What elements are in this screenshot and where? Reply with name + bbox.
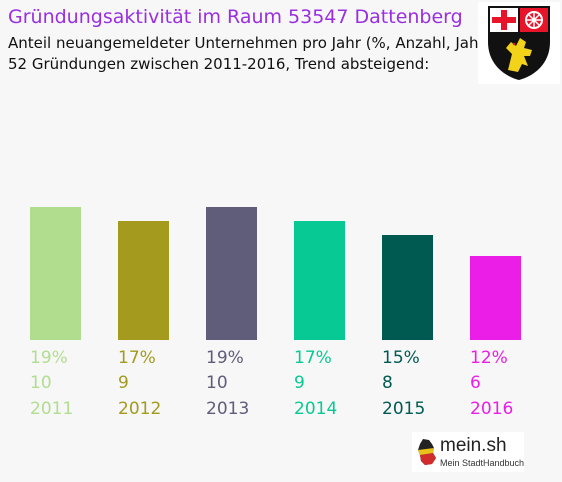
chart-subtitle-line-1: Anteil neuangemeldeter Unternehmen pro J… [8, 34, 491, 52]
percent-label-2016: 12% [470, 348, 508, 368]
germany-map-icon [418, 439, 436, 465]
year-label-2011: 2011 [30, 399, 73, 419]
year-label-2012: 2012 [118, 399, 161, 419]
chart-subtitle-line-2: 52 Gründungen zwischen 2011-2016, Trend … [8, 55, 430, 73]
bar-2013 [206, 207, 257, 340]
bar-2016 [470, 256, 521, 340]
bar-2015 [382, 235, 433, 340]
year-label-2014: 2014 [294, 399, 337, 419]
percent-label-2011: 19% [30, 348, 68, 368]
count-label-2016: 6 [470, 373, 481, 393]
count-label-2011: 10 [30, 373, 52, 393]
logo-name: mein.sh [440, 435, 507, 456]
percent-label-2012: 17% [118, 348, 156, 368]
chart-title: Gründungsaktivität im Raum 53547 Dattenb… [8, 6, 463, 28]
year-label-2016: 2016 [470, 399, 513, 419]
count-label-2012: 9 [118, 373, 129, 393]
bar-2014 [294, 221, 345, 340]
bar-2011 [30, 207, 81, 340]
percent-label-2013: 19% [206, 348, 244, 368]
percent-label-2014: 17% [294, 348, 332, 368]
count-label-2015: 8 [382, 373, 393, 393]
count-label-2013: 10 [206, 373, 228, 393]
coat-of-arms-icon [478, 2, 560, 84]
percent-label-2015: 15% [382, 348, 420, 368]
brand-logo[interactable]: mein.sh Mein StadtHandbuch [412, 432, 524, 472]
count-label-2014: 9 [294, 373, 305, 393]
year-label-2015: 2015 [382, 399, 425, 419]
bar-2012 [118, 221, 169, 340]
year-label-2013: 2013 [206, 399, 249, 419]
logo-tagline: Mein StadtHandbuch [440, 458, 525, 468]
